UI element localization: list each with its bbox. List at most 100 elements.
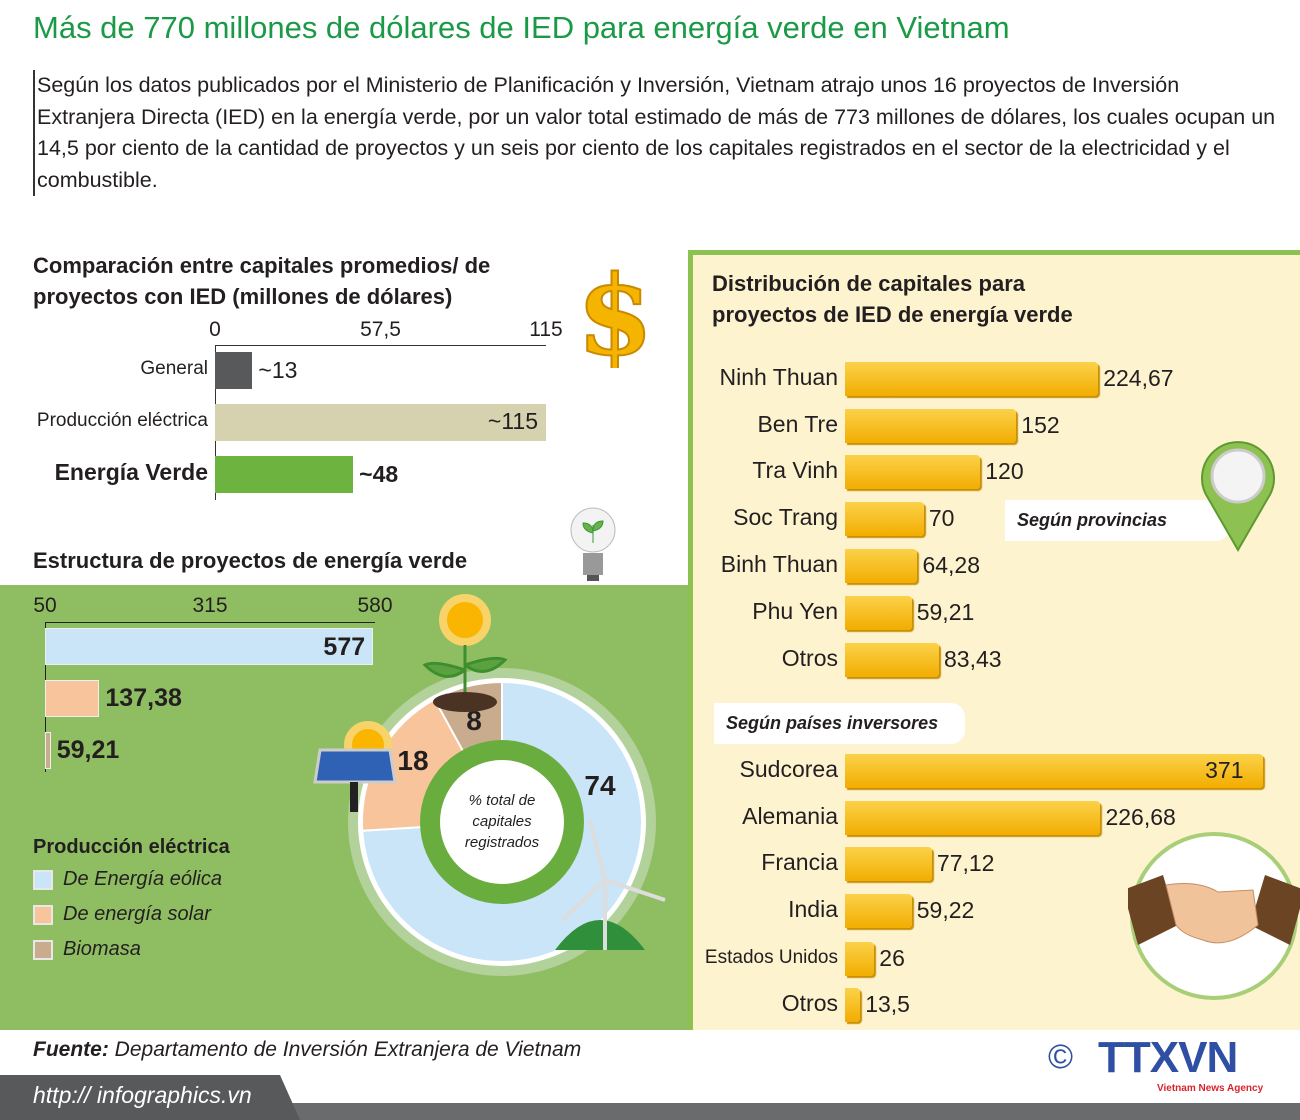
- donut-value-label: 74: [584, 770, 616, 801]
- chart1-bar: [215, 456, 354, 493]
- provinces-label: Según provincias: [1005, 500, 1230, 541]
- bar-value-label: 13,5: [865, 991, 910, 1017]
- chart1-tick-label: 57,5: [360, 318, 401, 341]
- bar-value-label: 70: [928, 505, 955, 531]
- chart2-bar: [45, 732, 51, 769]
- intro-paragraph: Según los datos publicados por el Minist…: [33, 70, 1283, 196]
- chart1-category-label: Producción eléctrica: [36, 410, 208, 431]
- province-bar: [845, 643, 940, 677]
- bar-category-label: Ninh Thuan: [719, 364, 839, 390]
- bar-category-label: Phu Yen: [752, 598, 838, 624]
- source-text: Departamento de Inversión Extranjera de …: [114, 1038, 582, 1061]
- bar-category-label: Binh Thuan: [720, 551, 838, 577]
- bar-value-label: 152: [1021, 412, 1060, 438]
- logo-subtitle: Vietnam News Agency: [1157, 1083, 1264, 1094]
- bar-category-label: India: [788, 896, 838, 922]
- chart2-title: Estructura de proyectos de energía verde: [33, 548, 468, 573]
- legend-title: Producción eléctrica: [33, 836, 230, 858]
- chart1-bar: [215, 404, 546, 441]
- solar-panel-icon: [313, 748, 397, 784]
- chart1-tick-label: 0: [209, 318, 221, 341]
- chart1-value-label: ~13: [258, 357, 298, 383]
- donut-hole: [440, 760, 564, 884]
- legend-label: De energía solar: [63, 903, 211, 925]
- province-bar: [845, 894, 912, 928]
- wind-turbine-icon: [560, 819, 666, 950]
- copyright-icon: ©: [1048, 1038, 1074, 1076]
- chart1-tick-label: 115: [529, 318, 563, 341]
- solar-panel-stand: [350, 782, 358, 812]
- donut-value-label: 8: [466, 705, 482, 736]
- province-bar: [845, 502, 924, 536]
- bar-category-label: Ben Tre: [757, 411, 838, 437]
- hill-icon: [555, 920, 645, 950]
- lightbulb-icon: [570, 507, 616, 581]
- chart2-value-label: 59,21: [56, 736, 120, 764]
- bar-value-label: 64,28: [922, 552, 980, 578]
- bar-category-label: Tra Vinh: [752, 457, 838, 483]
- bar-value-label: 224,67: [1103, 365, 1174, 391]
- donut-center-label: % total de capitales registrados: [464, 792, 540, 851]
- map-pin-icon: [1201, 441, 1275, 553]
- province-bar: [845, 596, 912, 630]
- source-label: Fuente:: [33, 1038, 109, 1061]
- chart2-tick-label: 580: [357, 594, 393, 617]
- footer-bar: [0, 1103, 1300, 1120]
- bar-value-label: 226,68: [1105, 804, 1176, 830]
- dollar-icon: $: [576, 262, 655, 368]
- chart1-category-label: General: [140, 358, 208, 379]
- page-title: Más de 770 millones de dólares de IED pa…: [33, 10, 1010, 45]
- bar-category-label: Francia: [761, 849, 838, 875]
- chart1-category-label: Energía Verde: [54, 459, 208, 485]
- svg-text:$: $: [577, 262, 654, 368]
- bar-category-label: Alemania: [742, 803, 838, 829]
- legend-item: De energía solar: [33, 903, 211, 926]
- legend-swatch: [33, 939, 53, 960]
- bar-value-label: 83,43: [944, 646, 1002, 672]
- chart1-title: Comparación entre capitales promedios/ d…: [33, 253, 491, 309]
- bar-value-label: 26: [879, 945, 905, 971]
- bar-value-label: 120: [985, 458, 1024, 484]
- legend-swatch: [33, 904, 53, 925]
- province-bar: [845, 549, 918, 583]
- chart2-tick-label: 50: [33, 594, 57, 617]
- legend-swatch: [33, 869, 53, 890]
- chart1-axis: [215, 345, 546, 346]
- website-link[interactable]: http:// infographics.vn: [33, 1082, 252, 1108]
- legend-label: Biomasa: [63, 938, 141, 960]
- donut-chart: 74 18 8: [313, 594, 666, 976]
- province-bar: [845, 801, 1101, 835]
- countries-label: Según países inversores: [714, 703, 965, 744]
- donut-value-label: 18: [397, 745, 428, 776]
- bar-value-label: 77,12: [936, 850, 995, 876]
- plant-icon: [422, 645, 508, 695]
- chart1-value-label: ~115: [487, 408, 538, 434]
- bar-category-label: Soc Trang: [733, 504, 838, 530]
- soil-icon: [433, 692, 497, 712]
- chart4-title: Distribución de capitales para proyectos…: [712, 271, 1073, 327]
- legend-item: De Energía eólica: [33, 868, 222, 891]
- province-bar: [845, 847, 932, 881]
- chart2-value-label: 137,38: [105, 684, 182, 712]
- chart2-bar: [45, 628, 374, 665]
- province-bar: [845, 362, 1099, 396]
- bar-category-label: Estados Unidos: [704, 947, 838, 968]
- bar-category-label: Sudcorea: [739, 756, 838, 782]
- sun-icon: [439, 594, 491, 646]
- bar-category-label: Otros: [781, 990, 838, 1016]
- source-line: Fuente: Departamento de Inversión Extran…: [33, 1038, 581, 1062]
- url-tab: [0, 1075, 300, 1120]
- chart1-value-label: ~48: [359, 461, 399, 487]
- province-bar: [845, 754, 1264, 788]
- chart2-value-label: 577: [323, 633, 366, 661]
- bar-value-label: 371: [1205, 757, 1244, 783]
- bar-value-label: 59,22: [916, 897, 975, 923]
- province-bar: [845, 409, 1017, 443]
- province-bar: [845, 942, 875, 976]
- chart2-tick-label: 315: [192, 594, 228, 617]
- province-bar: [845, 455, 981, 489]
- chart2-axis: [45, 622, 375, 623]
- handshake-icon: [1128, 832, 1300, 1000]
- bar-value-label: 59,21: [916, 599, 975, 625]
- ttxvn-logo: TTXVN: [1098, 1033, 1238, 1082]
